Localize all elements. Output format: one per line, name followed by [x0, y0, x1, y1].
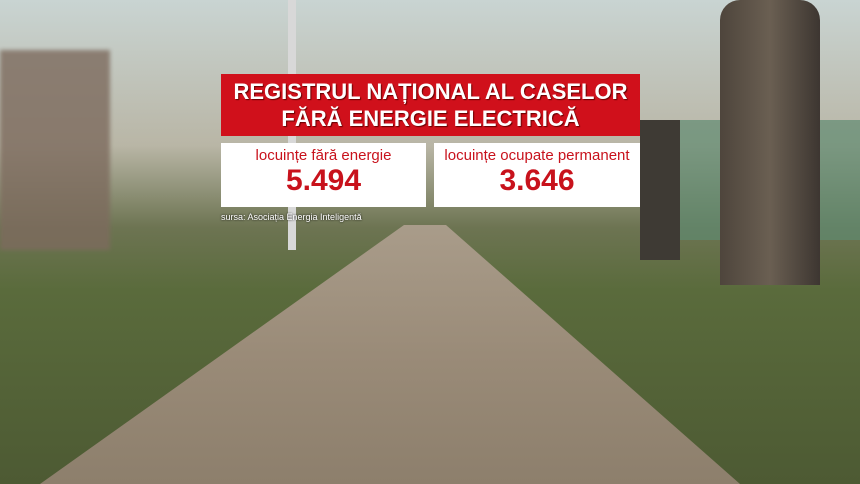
stat-value: 5.494 [285, 164, 362, 197]
stat-box-permanent: locuințe ocupate permanent 3.646 [434, 143, 640, 207]
headline-line-1: REGISTRUL NAȚIONAL AL CASELOR [233, 79, 628, 104]
tree-trunk [640, 120, 680, 260]
source-caption: sursa: Asociația Energia Inteligentă [221, 212, 362, 222]
tree-trunk-large [720, 0, 820, 285]
stat-label: locuințe ocupate permanent [444, 147, 630, 164]
stat-value: 3.646 [499, 164, 575, 197]
stat-box-no-energy: locuințe fără energie 5.494 [221, 143, 426, 207]
house-left [0, 50, 110, 250]
headline-banner: REGISTRUL NAȚIONAL AL CASELOR FĂRĂ ENERG… [221, 74, 640, 136]
headline-line-2: FĂRĂ ENERGIE ELECTRICĂ [281, 106, 580, 131]
dirt-road [40, 225, 740, 484]
stat-label: locuințe fără energie [255, 147, 392, 164]
